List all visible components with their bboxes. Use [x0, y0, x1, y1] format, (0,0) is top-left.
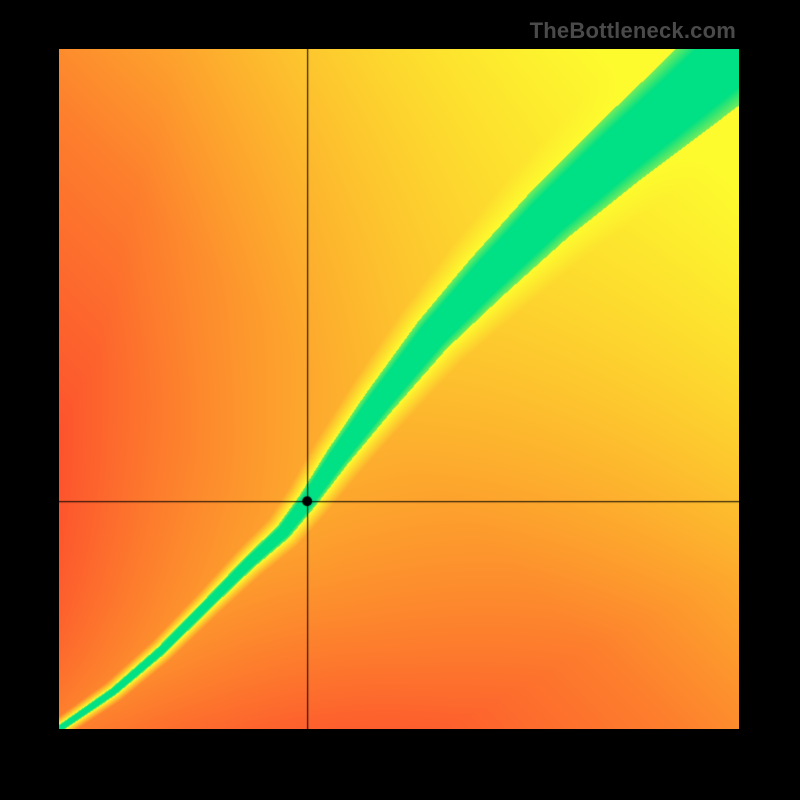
watermark-text: TheBottleneck.com: [530, 18, 736, 44]
heatmap-plot: [59, 49, 739, 729]
heatmap-canvas: [59, 49, 739, 729]
